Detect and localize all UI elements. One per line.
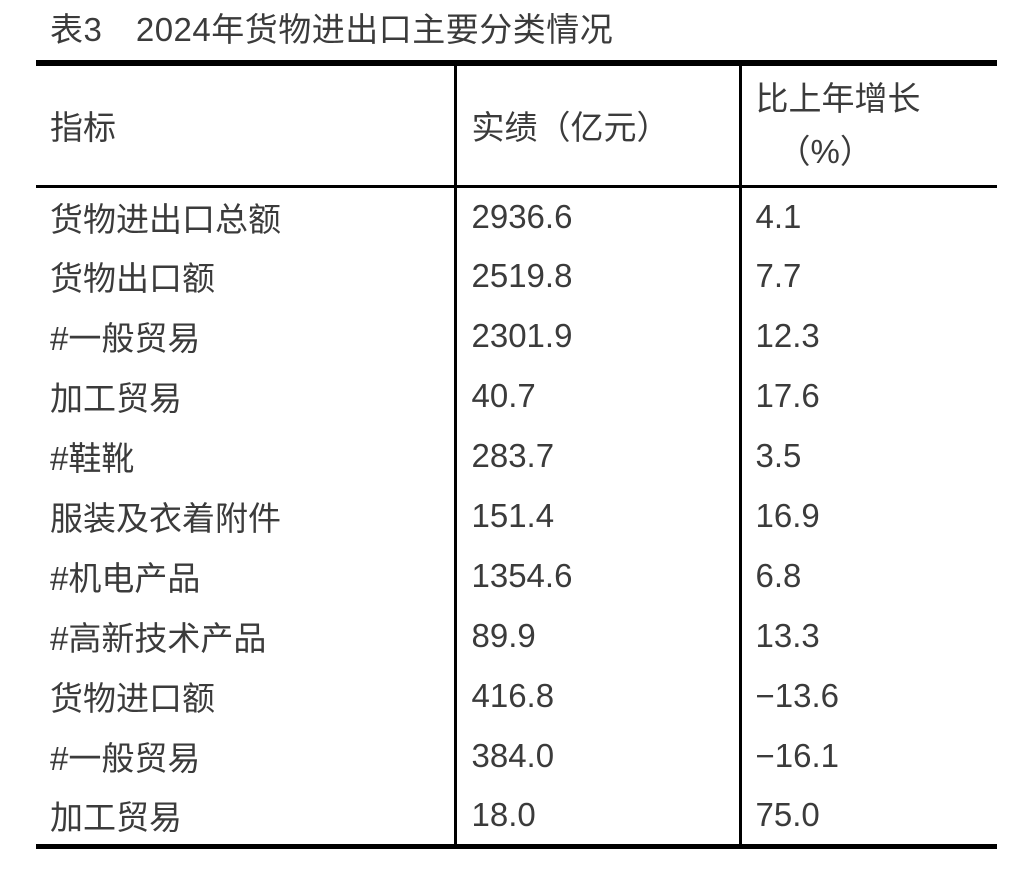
table-row: #机电产品 1354.6 6.8	[36, 546, 997, 606]
growth-cell: 6.8	[738, 546, 997, 606]
growth-cell: 16.9	[738, 486, 997, 546]
growth-cell: 75.0	[738, 786, 997, 846]
growth-cell: −16.1	[738, 726, 997, 786]
table-row: 货物进出口总额 2936.6 4.1	[36, 186, 997, 246]
growth-cell: 13.3	[738, 606, 997, 666]
value-cell: 283.7	[453, 426, 740, 486]
header-growth-line2: （%）	[777, 133, 873, 171]
indicator-cell: 货物出口额	[50, 260, 215, 297]
table-row: 货物进口额 416.8 −13.6	[36, 666, 997, 726]
header-indicator: 指标	[36, 63, 455, 188]
indicator-cell: #机电产品	[50, 560, 201, 597]
value-cell: 384.0	[453, 726, 740, 786]
header-row: 指标 实绩（亿元） 比上年增长 （%）	[36, 63, 997, 188]
growth-cell: −13.6	[738, 666, 997, 726]
indicator-cell: #高新技术产品	[50, 620, 267, 657]
table-row: 加工贸易 18.0 75.0	[36, 786, 997, 846]
table-title: 表3 2024年货物进出口主要分类情况	[50, 11, 614, 48]
value-cell: 2301.9	[453, 306, 740, 366]
indicator-cell: 加工贸易	[50, 380, 182, 417]
growth-cell: 4.1	[738, 186, 997, 246]
indicator-cell: 货物进口额	[50, 680, 215, 717]
growth-cell: 17.6	[738, 366, 997, 426]
table-row: #高新技术产品 89.9 13.3	[36, 606, 997, 666]
indicator-cell: 货物进出口总额	[50, 200, 281, 238]
table-row: 货物出口额 2519.8 7.7	[36, 246, 997, 306]
header-value: 实绩（亿元）	[453, 63, 740, 188]
table-row: 服装及衣着附件 151.4 16.9	[36, 486, 997, 546]
value-cell: 1354.6	[453, 546, 740, 606]
indicator-cell: #鞋靴	[50, 440, 135, 477]
indicator-cell: 服装及衣着附件	[50, 500, 281, 537]
table-row: 加工贸易 40.7 17.6	[36, 366, 997, 426]
import-export-table: 指标 实绩（亿元） 比上年增长 （%） 货物进出口总额 2936.6 4.1 货…	[36, 60, 997, 849]
value-cell: 40.7	[453, 366, 740, 426]
table-header: 指标 实绩（亿元） 比上年增长 （%）	[36, 63, 997, 188]
value-cell: 151.4	[453, 486, 740, 546]
table-body: 货物进出口总额 2936.6 4.1 货物出口额 2519.8 7.7 #一般贸…	[36, 186, 997, 846]
indicator-cell: 加工贸易	[50, 798, 182, 836]
table-row: #一般贸易 2301.9 12.3	[36, 306, 997, 366]
value-cell: 416.8	[453, 666, 740, 726]
growth-cell: 7.7	[738, 246, 997, 306]
indicator-cell: #一般贸易	[50, 320, 201, 357]
table-row: #鞋靴 283.7 3.5	[36, 426, 997, 486]
value-cell: 2936.6	[453, 186, 740, 246]
value-cell: 2519.8	[453, 246, 740, 306]
growth-cell: 12.3	[738, 306, 997, 366]
value-cell: 18.0	[453, 786, 740, 846]
value-cell: 89.9	[453, 606, 740, 666]
header-growth-line1: 比上年增长	[755, 79, 921, 117]
indicator-cell: #一般贸易	[50, 740, 201, 777]
growth-cell: 3.5	[738, 426, 997, 486]
header-growth: 比上年增长 （%）	[738, 63, 997, 188]
table-row: #一般贸易 384.0 −16.1	[36, 726, 997, 786]
